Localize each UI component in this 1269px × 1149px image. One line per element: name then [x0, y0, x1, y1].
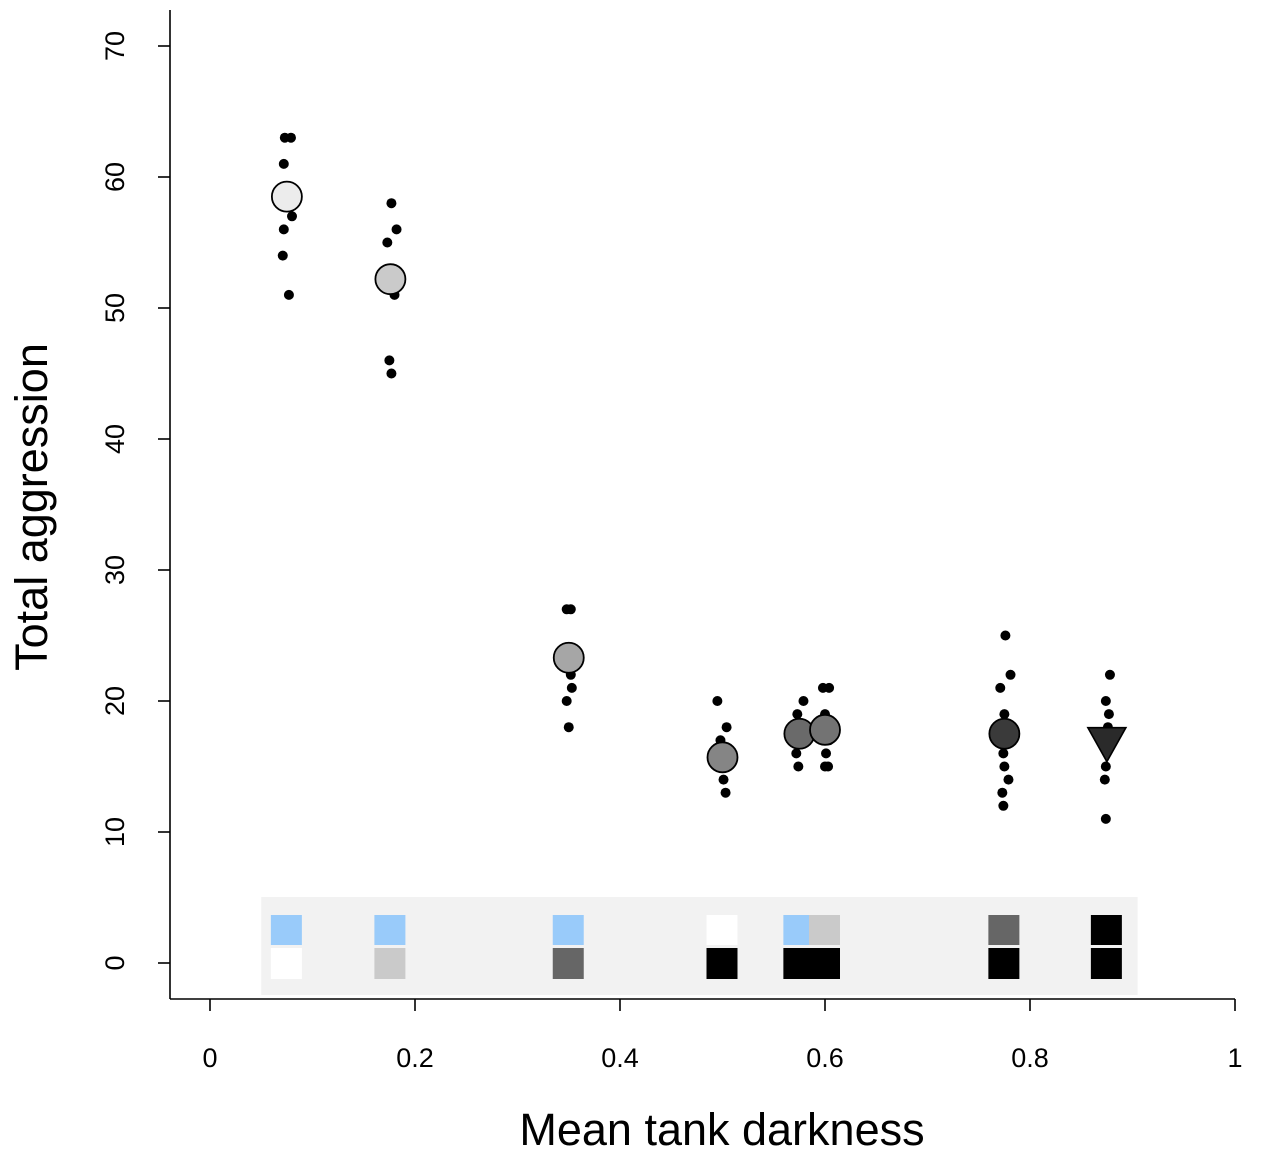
- data-point: [718, 774, 729, 785]
- x-tick-label: 0.6: [806, 1043, 844, 1073]
- data-point: [565, 604, 576, 615]
- swatch-top: [374, 915, 406, 945]
- x-tick-label: 0.8: [1011, 1043, 1049, 1073]
- data-point: [563, 722, 574, 733]
- data-point: [1003, 774, 1014, 785]
- x-tick-label: 0: [202, 1043, 217, 1073]
- data-point: [561, 696, 572, 706]
- x-axis-title: Mean tank darkness: [519, 1104, 924, 1149]
- data-point: [386, 198, 397, 209]
- swatch-bottom: [1090, 948, 1122, 979]
- group-mean-marker: [1086, 726, 1128, 764]
- raw-points-layer: [277, 132, 1115, 824]
- data-point: [384, 355, 395, 366]
- group-mean-marker: [270, 180, 303, 213]
- x-tick-label: 0.2: [396, 1043, 434, 1073]
- group-mean-marker: [809, 713, 841, 746]
- data-point: [1000, 630, 1011, 641]
- group-means-layer: [270, 180, 1128, 774]
- swatch-bottom: [552, 948, 584, 979]
- data-point: [998, 800, 1009, 811]
- group-mean-marker: [374, 263, 407, 296]
- swatch-bottom: [809, 948, 840, 979]
- swatch-top: [706, 915, 738, 945]
- data-point: [278, 224, 289, 235]
- swatch-bottom: [374, 948, 406, 979]
- swatch-bottom: [988, 948, 1020, 979]
- data-point: [1100, 761, 1111, 772]
- y-tick-label: 10: [100, 817, 130, 847]
- x-tick-label: 1: [1227, 1043, 1242, 1073]
- data-point: [721, 722, 732, 733]
- data-point: [566, 682, 577, 693]
- data-point: [1005, 669, 1016, 680]
- group-mean-marker: [706, 741, 739, 774]
- data-point: [824, 682, 835, 693]
- data-point: [997, 787, 1008, 798]
- group-mean-marker: [552, 641, 585, 674]
- data-point: [1104, 669, 1115, 680]
- y-tick-label: 70: [100, 31, 130, 61]
- data-point: [798, 696, 809, 706]
- y-tick-label: 20: [100, 686, 130, 716]
- data-point: [386, 368, 397, 379]
- y-tick-label: 40: [100, 424, 130, 454]
- data-point: [278, 158, 289, 169]
- y-tick-label: 0: [100, 955, 130, 970]
- data-point: [821, 748, 832, 759]
- data-point: [391, 224, 402, 235]
- data-point: [793, 761, 804, 772]
- data-point: [995, 682, 1006, 693]
- data-point: [1100, 696, 1111, 706]
- data-point: [1103, 709, 1114, 720]
- y-axis-title: Total aggression: [6, 343, 57, 671]
- data-point: [998, 748, 1009, 759]
- data-point: [999, 761, 1010, 772]
- data-point: [277, 250, 288, 261]
- swatch-panel-background: [261, 897, 1138, 995]
- data-point: [712, 696, 723, 706]
- data-point: [285, 132, 296, 143]
- y-tick-label: 60: [100, 162, 130, 192]
- data-point: [1100, 813, 1111, 824]
- swatch-panel-layer: [261, 897, 1138, 995]
- data-point: [1099, 774, 1110, 785]
- swatch-top: [270, 915, 302, 945]
- data-point: [823, 761, 834, 772]
- data-point: [720, 787, 731, 798]
- data-point: [287, 211, 297, 222]
- swatch-bottom: [270, 948, 302, 979]
- swatch-top: [988, 915, 1020, 945]
- group-mean-marker: [988, 717, 1021, 750]
- data-point: [791, 748, 802, 759]
- y-tick-label: 50: [100, 293, 130, 323]
- swatch-top: [1090, 915, 1122, 945]
- data-point: [382, 237, 393, 248]
- swatch-top: [552, 915, 584, 945]
- swatch-top: [809, 915, 840, 945]
- swatch-bottom: [706, 948, 738, 979]
- y-tick-label: 30: [100, 555, 130, 585]
- data-point: [792, 709, 803, 720]
- data-point: [283, 289, 294, 300]
- data-point: [999, 709, 1010, 720]
- x-tick-label: 0.4: [601, 1043, 639, 1073]
